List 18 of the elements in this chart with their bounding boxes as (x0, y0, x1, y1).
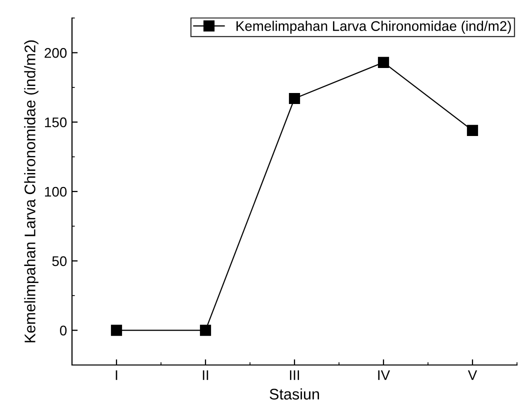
legend-label: Kemelimpahan Larva Chironomidae (ind/m2) (236, 20, 511, 34)
y-tick-label: 0 (60, 326, 67, 336)
point (200, 324, 212, 336)
x-tick-label: V (468, 370, 478, 380)
point (288, 92, 300, 104)
y-axis-title: Kemelimpahan Larva Chironomidae (ind/m2) (24, 40, 38, 342)
x-tick-label: III (290, 370, 300, 380)
point (466, 124, 478, 136)
x-tick-label: IV (378, 370, 390, 380)
point (110, 324, 122, 336)
point (378, 56, 390, 68)
x-tick-label: II (202, 370, 208, 380)
x-axis-title: Stasiun (270, 388, 319, 400)
y-tick-label: 100 (45, 186, 67, 197)
y-tick-label: 150 (45, 117, 67, 128)
y-tick-label: 50 (52, 256, 67, 266)
y-tick-label: 200 (44, 48, 67, 58)
x-tick-label: I (116, 370, 118, 380)
